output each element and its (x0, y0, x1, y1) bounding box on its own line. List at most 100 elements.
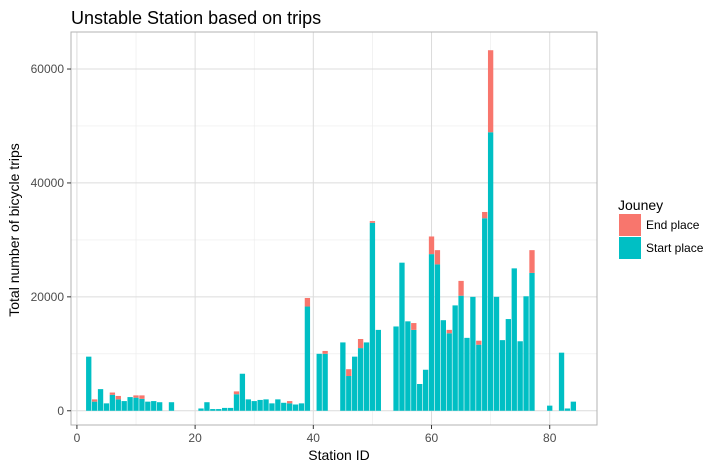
bar-end-place (428, 236, 435, 255)
y-tick-label: 0 (57, 404, 64, 418)
bar-start-place (287, 403, 293, 411)
bar-start-place (417, 383, 423, 411)
x-tick-label: 60 (425, 431, 439, 445)
bar-start-place (97, 389, 104, 411)
bar-start-place (204, 402, 210, 411)
bar-start-place (139, 398, 145, 411)
bar-start-place (482, 218, 488, 411)
bar-start-place (145, 401, 151, 411)
bar-end-place (139, 395, 145, 399)
bar-start-place (91, 401, 98, 411)
bar-start-place (251, 401, 257, 411)
y-tick-label: 40000 (31, 176, 65, 190)
bar-start-place (322, 353, 328, 411)
bar-end-place (357, 338, 364, 349)
bar-start-place (216, 409, 222, 411)
bar-start-place (464, 337, 470, 411)
bar-start-place (357, 348, 364, 411)
bar-end-place (287, 401, 293, 404)
bar-start-place (156, 402, 163, 411)
bar-start-place (523, 296, 529, 411)
bar-start-place (499, 340, 506, 411)
bar-end-place (487, 50, 494, 133)
plot-border (70, 31, 598, 426)
bar-start-place (233, 394, 240, 411)
legend-key-start-place (619, 237, 641, 259)
bar-end-place (434, 250, 441, 265)
bar-start-place (375, 329, 381, 411)
bar-start-place (452, 305, 458, 411)
bar-start-place (210, 409, 216, 411)
bar-start-place (422, 369, 429, 411)
bar-start-place (369, 222, 376, 411)
y-axis: 0 20000 40000 60000 (31, 62, 71, 418)
bar-start-place (405, 321, 411, 411)
chart-title: Unstable Station based on trips (71, 8, 321, 28)
bar-end-place (133, 395, 139, 398)
bar-start-place (115, 399, 121, 411)
bar-end-place (369, 221, 376, 223)
legend-key-end-place (619, 214, 641, 236)
bar-start-place (151, 401, 157, 411)
bar-start-place (133, 397, 139, 411)
x-axis-title: Station ID (308, 447, 369, 463)
bar-end-place (482, 211, 488, 219)
legend: Jouney End place Start place (618, 197, 704, 259)
bar-end-place (529, 250, 535, 273)
bar-start-place (393, 326, 399, 411)
bar-start-place (109, 394, 116, 411)
bar-start-place (399, 262, 405, 411)
y-tick-label: 20000 (31, 290, 65, 304)
bar-start-place (363, 342, 370, 411)
bar-end-place (109, 392, 116, 395)
bar-start-place (476, 344, 482, 411)
y-tick-label: 60000 (31, 62, 65, 76)
bar-start-place (511, 268, 517, 411)
bar-start-place (227, 407, 234, 411)
bar-end-place (304, 297, 311, 307)
bar-start-place (292, 404, 299, 411)
bar-end-place (446, 329, 452, 334)
bar-end-place (458, 280, 464, 296)
bar-start-place (517, 341, 523, 411)
bar-end-place (346, 369, 352, 377)
bar-end-place (411, 323, 417, 330)
bar-start-place (316, 353, 322, 411)
bar-start-place (257, 399, 263, 411)
bar-end-place (91, 399, 98, 402)
bar-start-place (121, 401, 127, 411)
bar-start-place (127, 397, 133, 411)
x-tick-label: 0 (74, 431, 81, 445)
bar-start-place (493, 296, 500, 411)
x-tick-label: 20 (188, 431, 202, 445)
bar-start-place (263, 399, 269, 411)
bar-start-place (428, 254, 435, 411)
x-tick-label: 80 (543, 431, 557, 445)
bar-end-place (322, 350, 328, 354)
bar-start-place (346, 376, 352, 411)
bar-start-place (222, 407, 228, 411)
bar-start-place (275, 399, 281, 411)
bar-start-place (86, 356, 92, 411)
legend-title: Jouney (618, 197, 663, 213)
bar-start-place (269, 403, 275, 411)
bar-start-place (168, 402, 175, 411)
bars (70, 31, 598, 426)
x-axis: 0 20 40 60 80 (74, 425, 557, 445)
bar-start-place (505, 319, 512, 411)
bar-start-place (487, 132, 494, 411)
bar-start-place (304, 306, 311, 411)
bar-start-place (281, 402, 287, 411)
bar-start-place (570, 401, 577, 411)
bar-end-place (115, 395, 121, 400)
bar-start-place (440, 320, 446, 411)
bar-start-place (434, 264, 441, 411)
bar-start-place (547, 405, 553, 411)
x-tick-label: 40 (307, 431, 321, 445)
plot-panel (71, 32, 597, 425)
legend-label: Start place (646, 241, 704, 255)
bar-start-place (245, 399, 251, 411)
bar-end-place (233, 391, 240, 395)
bar-start-place (352, 356, 358, 411)
